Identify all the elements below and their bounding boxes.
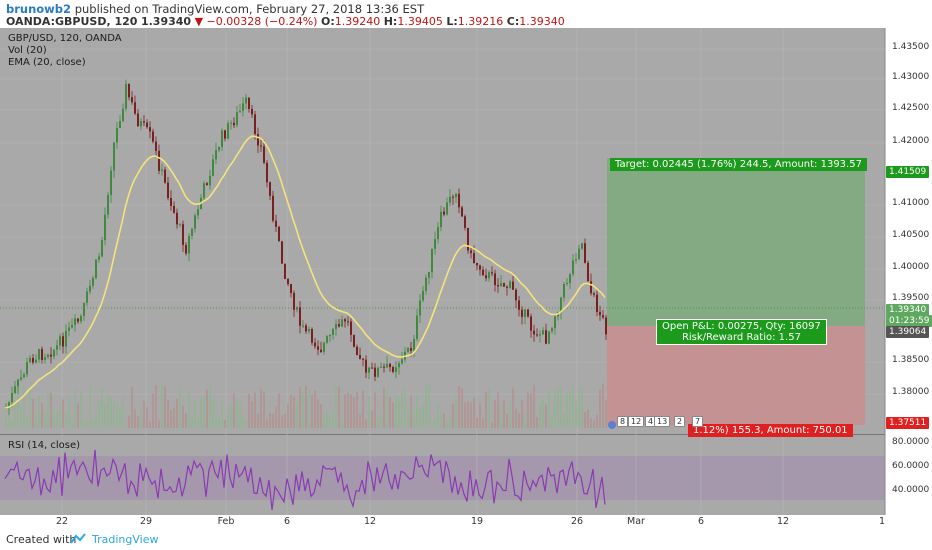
entry-price-tag: 1.39064 [886, 326, 930, 338]
publish-text: published on TradingView.com, February 2… [71, 2, 425, 16]
open-pl-label[interactable]: Open P&L: 0.00275, Qty: 16097 Risk/Rewar… [656, 319, 827, 345]
low-label: L: [446, 15, 458, 28]
risk-reward-text: Risk/Reward Ratio: 1.57 [681, 332, 801, 343]
price-chart[interactable] [0, 28, 932, 528]
ohlc-line: OANDA:GBPUSD, 120 1.39340 ▼ −0.00328 (−0… [6, 15, 565, 28]
low-value: 1.39216 [457, 15, 504, 28]
price-change: ▼ −0.00328 (−0.24%) [194, 15, 318, 28]
time-tick: Feb [217, 516, 235, 527]
stop-label[interactable]: 1.12%) 155.3, Amount: 750.01 [688, 424, 853, 437]
stop-price-tag: 1.37511 [886, 417, 930, 429]
target-price-tag: 1.41509 [886, 166, 930, 178]
tradingview-brand[interactable]: TradingView [92, 533, 159, 546]
price-tick: 1.41000 [892, 198, 930, 208]
price-tick: 1.42500 [892, 103, 930, 113]
rsi-line [4, 449, 606, 511]
author-link[interactable]: brunowb2 [6, 2, 72, 16]
time-tick: Mar [627, 516, 645, 527]
legend-symbol: GBP/USD, 120, OANDA [8, 33, 122, 44]
time-tick: 12 [363, 516, 377, 527]
event-badge[interactable]: 8 [617, 416, 629, 427]
close-label: C: [506, 15, 520, 28]
event-badge[interactable]: 7 [692, 416, 704, 427]
open-value: 1.39240 [334, 15, 381, 28]
candlesticks [5, 79, 607, 415]
event-badge[interactable]: 12 [628, 416, 645, 427]
price-tick: 1.40000 [892, 262, 930, 272]
high-value: 1.39405 [397, 15, 443, 28]
last-price: 1.39340 [140, 15, 192, 28]
time-tick: 22 [55, 516, 69, 527]
close-value: 1.39340 [519, 15, 565, 28]
legend-volume: Vol (20) [8, 45, 47, 56]
price-tick: 1.40500 [892, 230, 930, 240]
open-label: O: [320, 15, 335, 28]
legend-ema: EMA (20, close) [8, 57, 86, 68]
ema-line [4, 135, 606, 409]
price-tick: 1.42000 [892, 136, 930, 146]
price-tick: 1.39500 [892, 293, 930, 303]
chart-header: brunowb2 published on TradingView.com, F… [0, 0, 932, 28]
price-tick: 1.43500 [892, 42, 930, 52]
time-tick: 1 [878, 516, 886, 527]
time-tick: 26 [570, 516, 584, 527]
last-price-tag: 1.39340 [886, 304, 930, 316]
time-tick: 19 [470, 516, 484, 527]
created-with-text: Created with [6, 533, 77, 546]
publish-line: brunowb2 published on TradingView.com, F… [6, 2, 424, 16]
symbol-label: OANDA:GBPUSD, 120 [6, 15, 138, 28]
rsi-tick: 40.0000 [892, 485, 930, 495]
rsi-tick: 60.0000 [892, 461, 930, 471]
event-badge[interactable]: 2 [674, 416, 686, 427]
time-tick: 12 [776, 516, 790, 527]
price-tick: 1.43000 [892, 72, 930, 82]
flag-icon[interactable] [608, 421, 616, 429]
price-tick: 1.38000 [892, 387, 930, 397]
high-label: H: [383, 15, 398, 28]
time-tick: 29 [139, 516, 153, 527]
open-pl-text: Open P&L: 0.00275, Qty: 16097 [662, 321, 821, 332]
price-axis-panel [885, 28, 932, 528]
bar-countdown: 01:23:59 [886, 315, 932, 327]
rsi-tick: 80.0000 [892, 437, 930, 447]
footer: Created with TradingView [0, 528, 932, 550]
target-zone [607, 158, 865, 326]
tradingview-logo-icon[interactable] [70, 533, 88, 548]
event-badge[interactable]: 13 [654, 416, 671, 427]
time-tick: 6 [283, 516, 291, 527]
time-axis-panel [0, 515, 885, 528]
time-tick: 6 [697, 516, 705, 527]
target-label[interactable]: Target: 0.02445 (1.76%) 244.5, Amount: 1… [610, 158, 867, 171]
price-tick: 1.38500 [892, 355, 930, 365]
legend-rsi: RSI (14, close) [8, 440, 81, 451]
